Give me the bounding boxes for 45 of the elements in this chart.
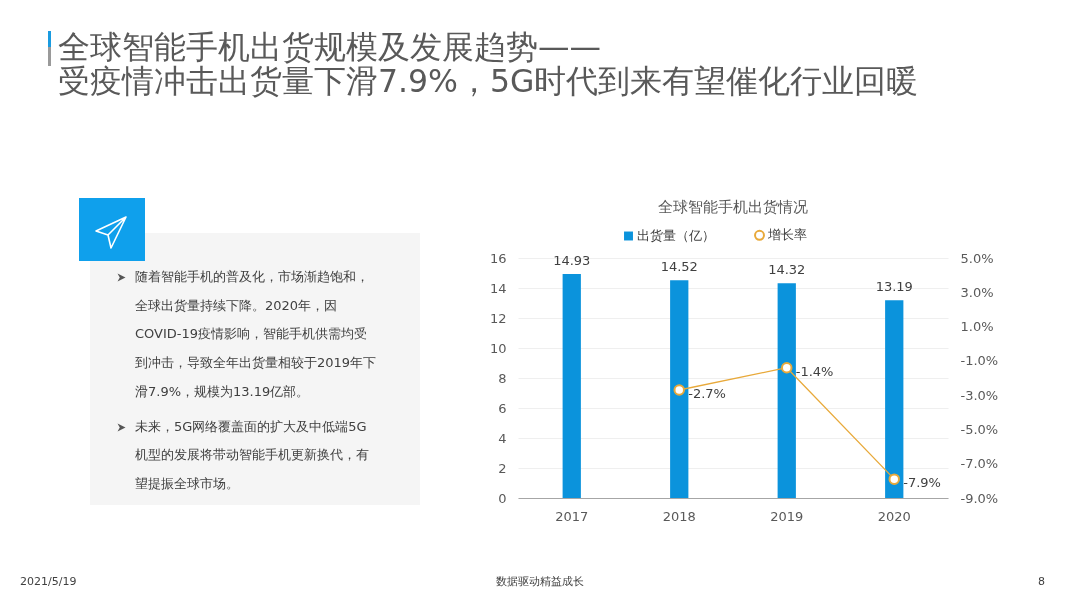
y-tick-label: 0 [498,490,507,506]
text: 受疫情冲击出货量下滑7.9%，5G时代到来有望催化行业回暖 [58,63,919,99]
point [781,361,793,374]
y2-tick-label: -9.0% [960,490,999,506]
y2-tick-label: 5.0% [960,250,994,266]
x-tick-label: 2019 [770,508,804,524]
bar [562,274,581,498]
point [888,473,900,485]
text: 全球智能手机出货规模及发展趋势—— [58,29,601,65]
x-tick-label: 2017 [555,508,589,524]
data-label: 14.93 [553,253,591,269]
data-label: 14.32 [768,262,806,278]
bar [777,283,796,498]
chart-title: 全球智能手机出货情况 [658,198,808,216]
y2-tick-label: -5.0% [960,421,999,437]
text: 8 [1038,574,1045,590]
y2-tick-label: -1.0% [960,353,999,369]
x-tick-label: 2020 [877,508,911,524]
y-tick-label: 6 [498,400,507,416]
bar [885,300,904,498]
y-tick-label: 14 [489,280,507,296]
y-tick-label: 4 [498,430,507,446]
text: 未来，5G网络覆盖面的扩大及中低端5G机型的发展将带动智能手机更新换代，有望提振全球市场。 [135,418,369,491]
legend-label: 出货量（亿） [636,228,715,243]
y-tick-label: 16 [489,250,507,266]
y-tick-label: 2 [498,460,507,476]
text: 数据驱动精益成长 [496,574,584,590]
text: 2021/5/19 [20,574,77,590]
data-label: 14.52 [660,259,698,275]
data-label: -1.4% [795,363,834,379]
y2-tick-label: 3.0% [960,284,994,300]
text: 随着智能手机的普及化，市场渐趋饱和，全球出货量持续下降。2020年，因COVID-19疫情影响，智能手机供需均受到冲击，导致全年出货量相较于2019年下滑7.9%，规模为13.19亿部。 [135,269,377,399]
y-tick-label: 8 [498,370,507,386]
y2-tick-label: 1.0% [960,319,994,335]
y-tick-label: 10 [489,340,507,356]
y-tick-label: 12 [489,310,507,326]
y2-tick-label: -3.0% [960,387,999,403]
data-label: -7.9% [903,475,941,491]
x-tick-label: 2018 [662,508,696,524]
point [673,384,685,396]
legend-label: 增长率 [766,227,807,243]
y2-tick-label: -7.0% [960,456,999,472]
data-label: 13.19 [875,279,913,295]
bar [670,280,689,498]
data-label: -2.7% [688,386,726,401]
